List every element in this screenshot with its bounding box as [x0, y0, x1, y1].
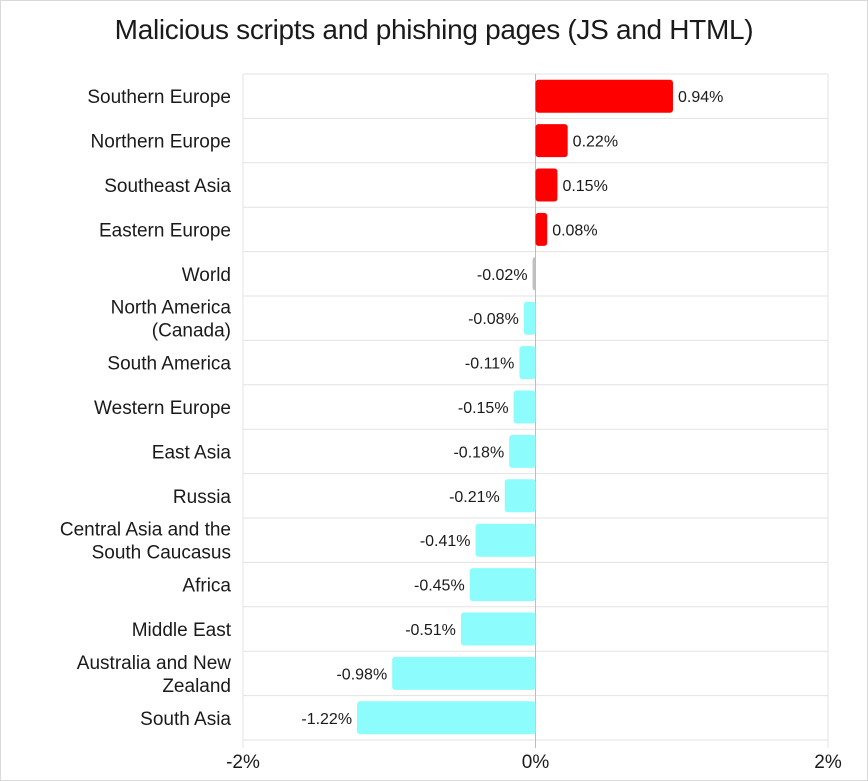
data-label: -0.51%: [405, 622, 456, 639]
data-label: -0.21%: [449, 489, 500, 506]
category-label: Northern Europe: [91, 132, 231, 153]
category-label: Eastern Europe: [99, 220, 231, 241]
category-label: South Caucasus: [92, 543, 231, 564]
bar: [392, 656, 536, 690]
bar: [535, 79, 673, 113]
category-label: Russia: [173, 487, 232, 508]
category-label: Southern Europe: [87, 87, 231, 108]
category-label: Middle East: [132, 620, 232, 641]
x-tick-label: 0%: [522, 752, 550, 773]
category-label: Southeast Asia: [104, 176, 231, 197]
data-label: -0.41%: [420, 533, 471, 550]
x-tick-label: 2%: [814, 752, 842, 773]
data-label: -0.15%: [458, 400, 509, 417]
bar: [535, 212, 548, 246]
chart-title: Malicious scripts and phishing pages (JS…: [114, 14, 754, 45]
category-label: Africa: [182, 576, 231, 597]
data-label: -0.02%: [477, 267, 528, 284]
data-label: -0.98%: [336, 666, 387, 683]
category-label: Zealand: [162, 676, 231, 697]
bar: [357, 701, 536, 735]
bar: [513, 390, 536, 424]
bar: [532, 257, 536, 291]
data-label: -1.22%: [301, 711, 352, 728]
bar: [469, 568, 536, 602]
data-label: -0.08%: [468, 311, 519, 328]
category-label: South America: [107, 354, 231, 375]
category-label: Australia and New: [77, 653, 231, 674]
bar: [535, 168, 558, 202]
data-label: -0.11%: [465, 356, 515, 373]
category-label: World: [182, 265, 231, 286]
category-label: South Asia: [140, 709, 231, 730]
bar: [504, 479, 536, 513]
bar: [523, 301, 536, 335]
data-label: 0.15%: [562, 178, 607, 195]
x-tick-label: -2%: [226, 752, 260, 773]
bar: [535, 124, 568, 158]
data-label: 0.94%: [678, 89, 723, 106]
category-label: Central Asia and the: [60, 520, 231, 541]
category-label: Western Europe: [94, 398, 231, 419]
data-label: 0.08%: [552, 222, 597, 239]
category-label: North America: [111, 298, 232, 319]
category-label: East Asia: [152, 442, 232, 463]
category-label: (Canada): [152, 321, 231, 342]
data-label: 0.22%: [573, 134, 618, 151]
bar: [509, 434, 536, 468]
data-label: -0.18%: [453, 444, 504, 461]
data-label: -0.45%: [414, 578, 465, 595]
bar: [460, 612, 536, 646]
bar: [519, 346, 536, 380]
bar: [475, 523, 536, 557]
